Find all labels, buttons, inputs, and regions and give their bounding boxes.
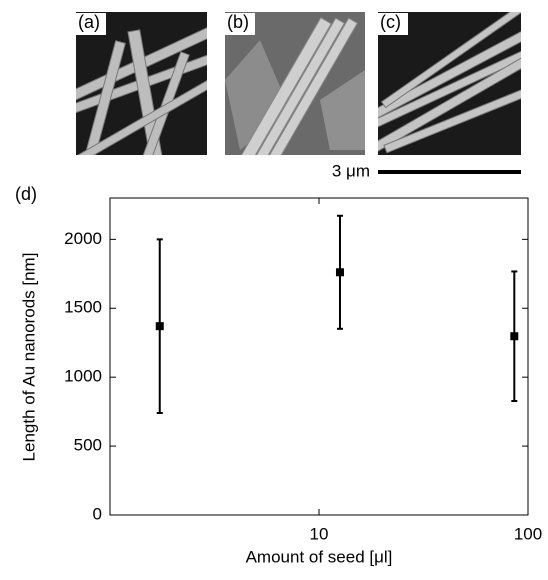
sem-image-c (378, 12, 521, 155)
marker (510, 332, 519, 341)
y-tick-label: 1000 (64, 367, 102, 386)
plot-frame (109, 197, 529, 516)
y-tick-label: 0 (93, 504, 102, 523)
y-axis-label: Length of Au nanorods [nm] (19, 253, 38, 462)
x-tick-label: 100 (514, 524, 542, 543)
panel-label: (c) (380, 12, 401, 32)
x-axis-label: Amount of seed [μl] (246, 547, 393, 566)
y-tick-label: 2000 (64, 229, 102, 248)
scale-bar-label: 3 μm (332, 161, 370, 180)
marker (335, 268, 344, 277)
marker (155, 322, 164, 331)
y-tick-label: 1500 (64, 298, 102, 317)
panel-label: (a) (78, 12, 100, 32)
y-tick-label: 500 (74, 436, 102, 455)
panel-label: (b) (227, 12, 249, 32)
panel-label: (d) (15, 184, 37, 204)
sem-image-a (76, 12, 207, 155)
sem-image-b (225, 12, 365, 155)
x-tick-label: 10 (310, 524, 329, 543)
